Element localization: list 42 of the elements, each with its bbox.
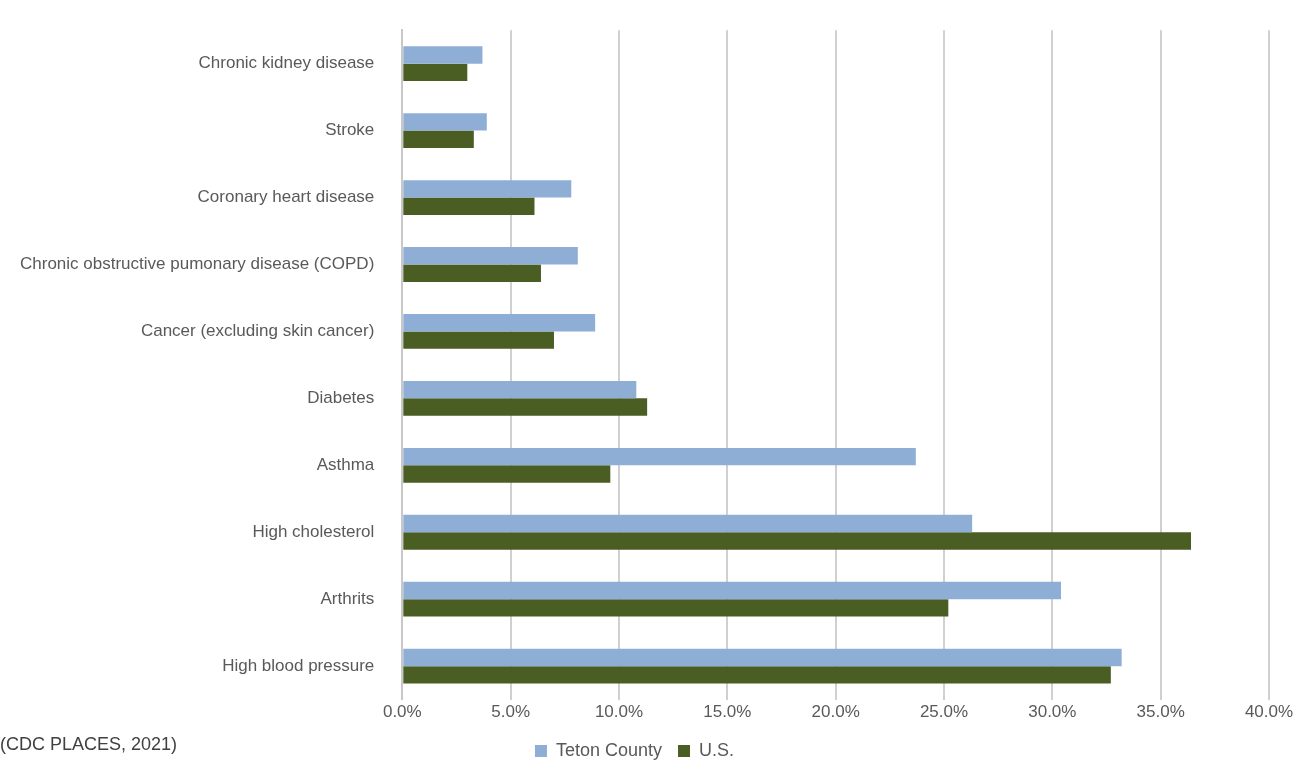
bar (403, 380, 637, 399)
x-tick-label: 25.0% (919, 702, 969, 722)
y-tick-label: High cholesterol (252, 521, 375, 541)
y-tick-label: High blood pressure (222, 655, 375, 675)
bar (403, 447, 916, 466)
x-tick-label: 0.0% (382, 702, 422, 722)
bar (403, 666, 1111, 684)
bar (403, 63, 468, 82)
bar (403, 532, 1191, 550)
x-tick-label: 5.0% (491, 702, 531, 722)
bar (403, 247, 578, 265)
bar (403, 46, 483, 64)
y-tick-label: Arthrits (320, 588, 375, 608)
legend-label: U.S. (699, 739, 735, 760)
x-tick-label: 30.0% (1028, 702, 1077, 722)
bar (403, 314, 596, 332)
legend-label: Teton County (555, 739, 663, 760)
bar (403, 130, 474, 149)
y-tick-label: Coronary heart disease (197, 187, 375, 207)
text: (CDC PLACES, 2021) (0, 734, 178, 755)
y-tick-label: Chronic kidney disease (198, 53, 375, 73)
bar (403, 398, 648, 416)
bar (403, 180, 572, 198)
y-tick-label: Asthma (316, 455, 375, 474)
x-tick-label: 40.0% (1244, 702, 1294, 722)
bar (403, 599, 949, 617)
bar (403, 197, 535, 215)
y-tick-label: Stroke (325, 120, 375, 140)
bar (403, 113, 487, 131)
bar (403, 465, 611, 483)
y-tick-label: Chronic obstructive pumonary disease (COPD) (19, 254, 375, 274)
y-tick-label: Diabetes (307, 388, 375, 408)
bar (403, 514, 973, 533)
x-tick-label: 10.0% (594, 702, 644, 722)
bar (403, 264, 541, 282)
bar (403, 581, 1061, 600)
x-tick-label: 35.0% (1136, 702, 1185, 722)
bar (403, 331, 554, 349)
bar (403, 648, 1122, 667)
x-tick-label: 20.0% (811, 702, 860, 722)
y-tick-label: Cancer (excluding skin cancer) (140, 321, 375, 341)
x-tick-label: 15.0% (703, 702, 752, 722)
